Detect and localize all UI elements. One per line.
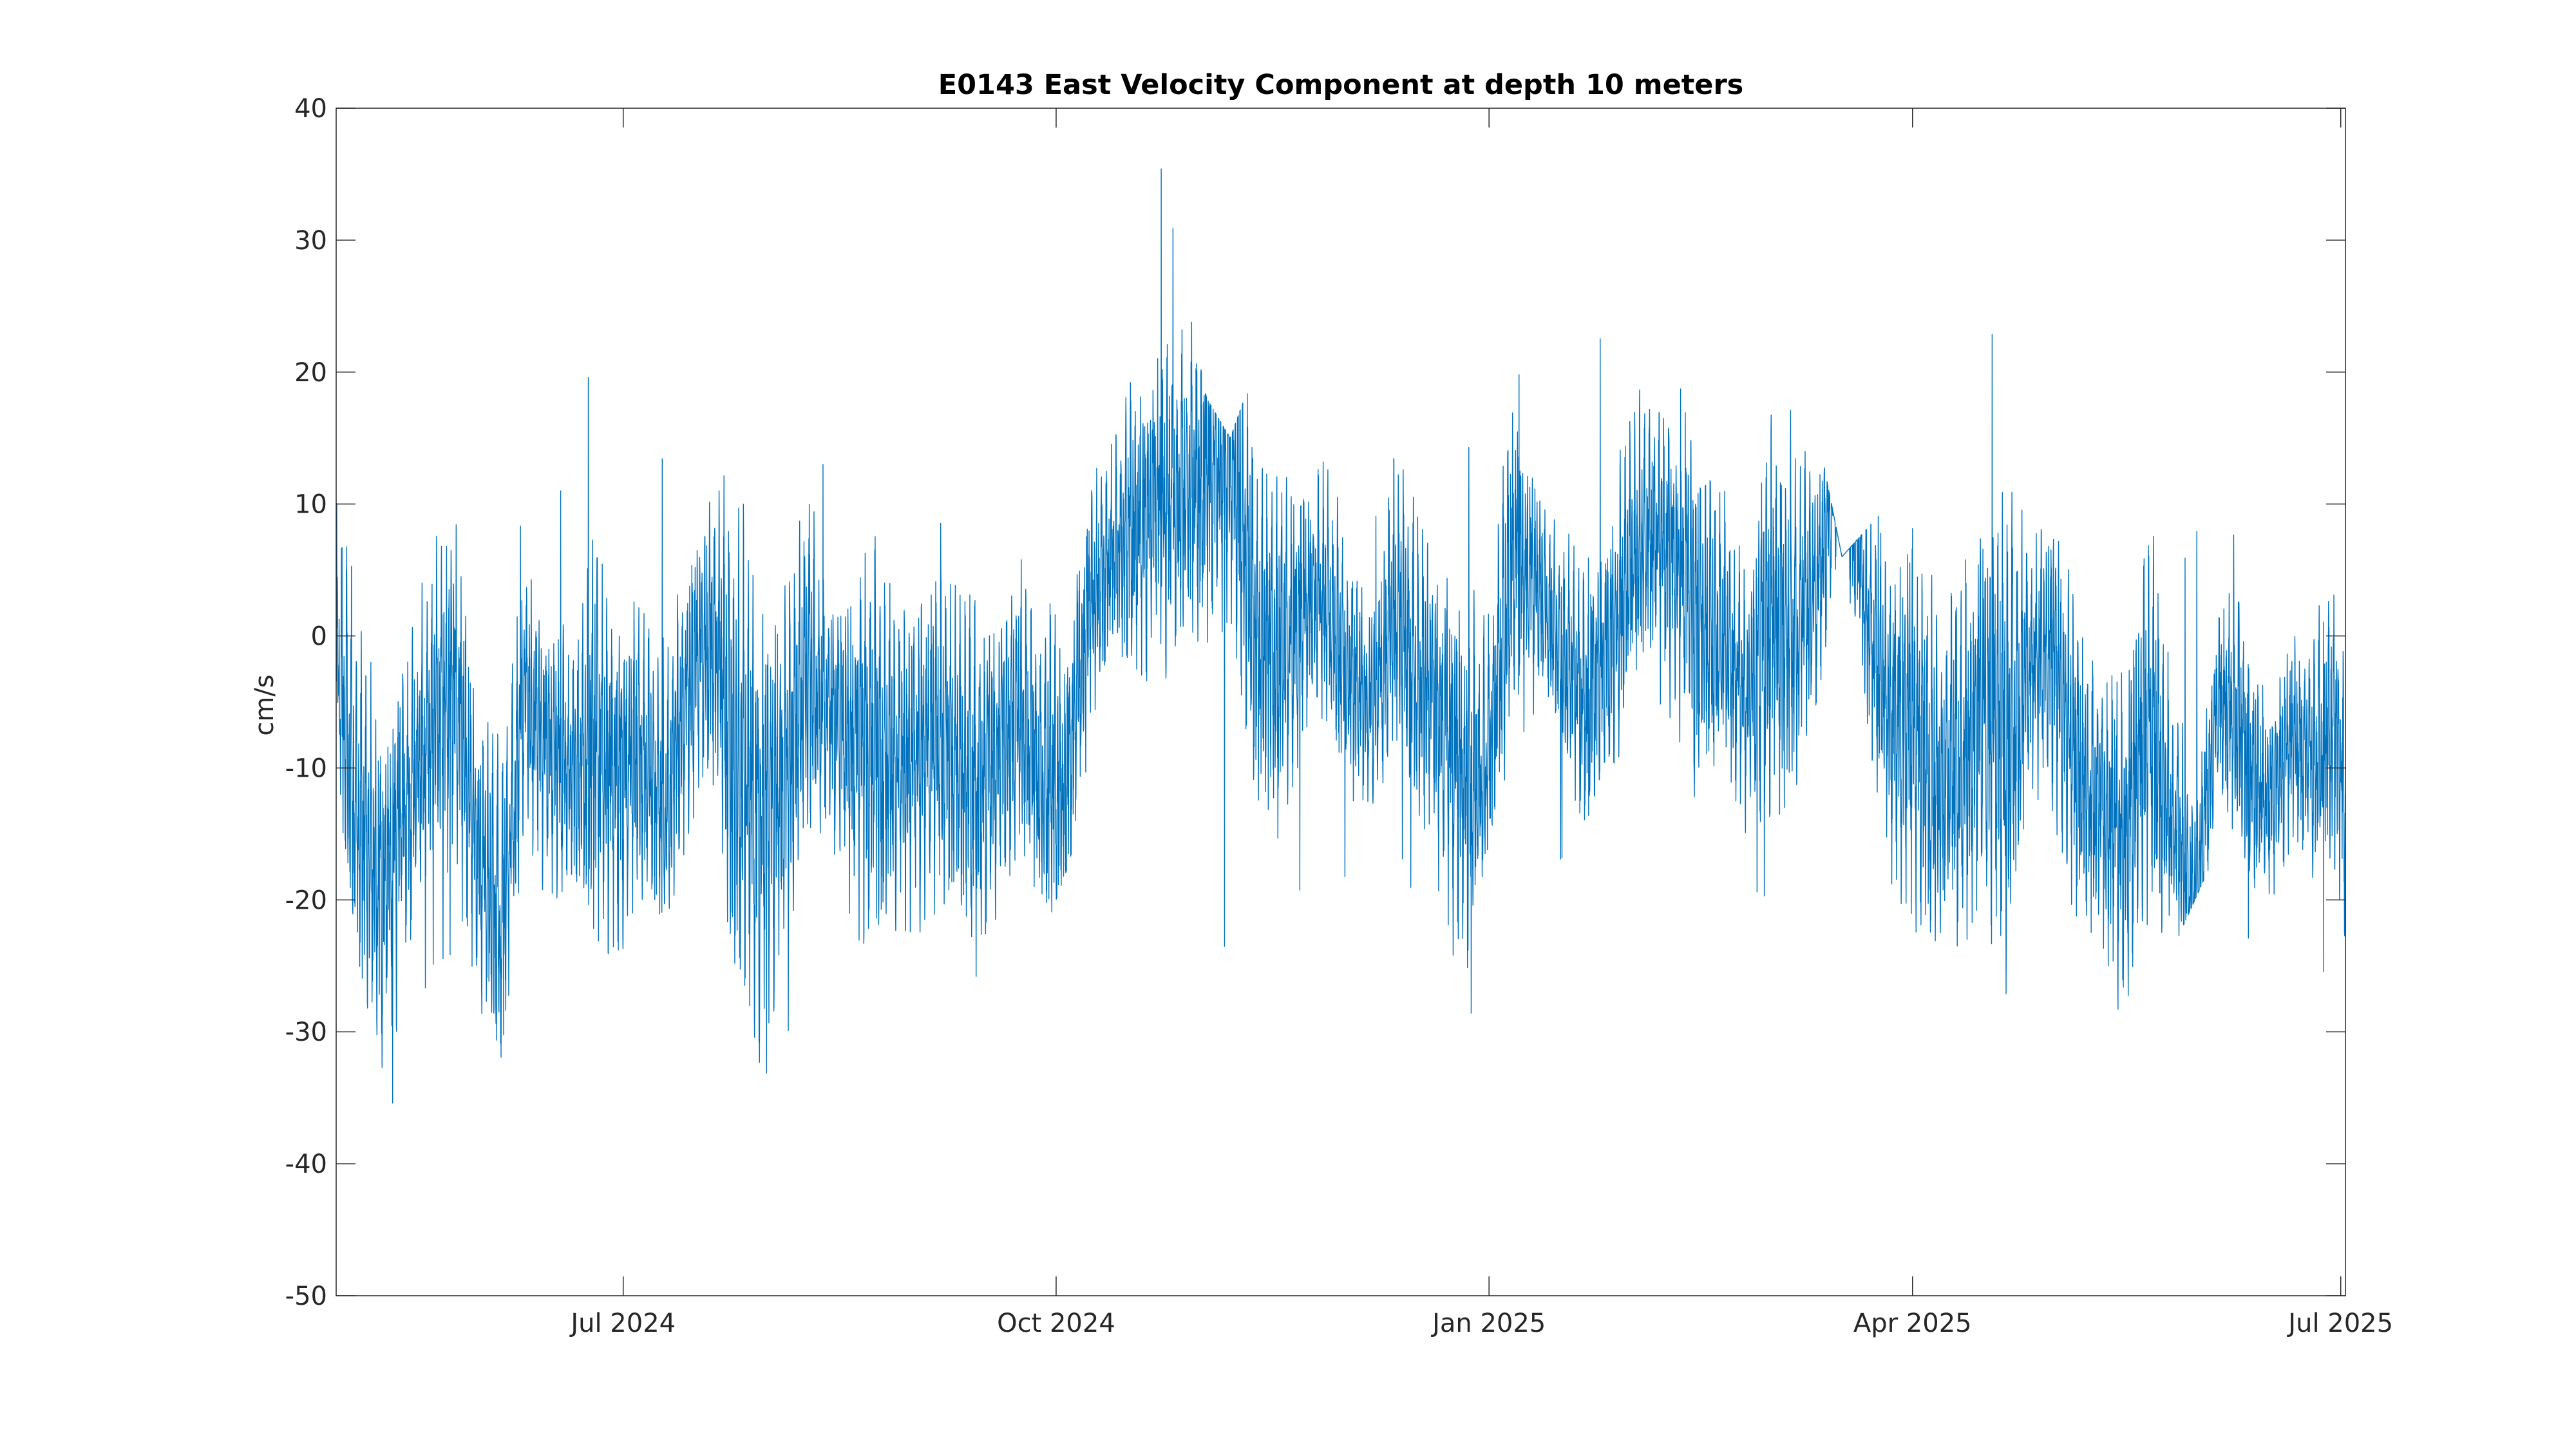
- y-tick-label: 30: [294, 226, 327, 256]
- x-tick-label: Jan 2025: [1430, 1309, 1546, 1338]
- y-tick-label: 0: [311, 622, 327, 652]
- y-tick-label: -50: [285, 1282, 327, 1311]
- x-tick-label: Jul 2024: [569, 1309, 676, 1338]
- velocity-series-line: [336, 168, 2346, 1104]
- y-tick-label: -20: [285, 886, 327, 915]
- y-tick-label: -30: [285, 1018, 327, 1047]
- y-tick-label: 40: [294, 94, 327, 124]
- plot-area: [336, 168, 2346, 1104]
- y-axis-label: cm/s: [250, 674, 279, 735]
- y-tick-label: -40: [285, 1150, 327, 1179]
- axes-box: [336, 108, 2346, 1296]
- x-tick-label: Jul 2025: [2286, 1309, 2393, 1338]
- x-tick-label: Oct 2024: [997, 1309, 1115, 1338]
- axis-ticks: 40 30 20 10 0 -10 -20 -30 -40 -50 Jul 2024 Oct 2024…: [285, 94, 2393, 1338]
- chart-title: E0143 East Velocity Component at depth 1…: [938, 69, 1744, 101]
- x-tick-label: Apr 2025: [1853, 1309, 1972, 1338]
- y-tick-label: -10: [285, 753, 327, 783]
- y-tick-label: 10: [294, 490, 327, 520]
- y-tick-label: 20: [294, 358, 327, 388]
